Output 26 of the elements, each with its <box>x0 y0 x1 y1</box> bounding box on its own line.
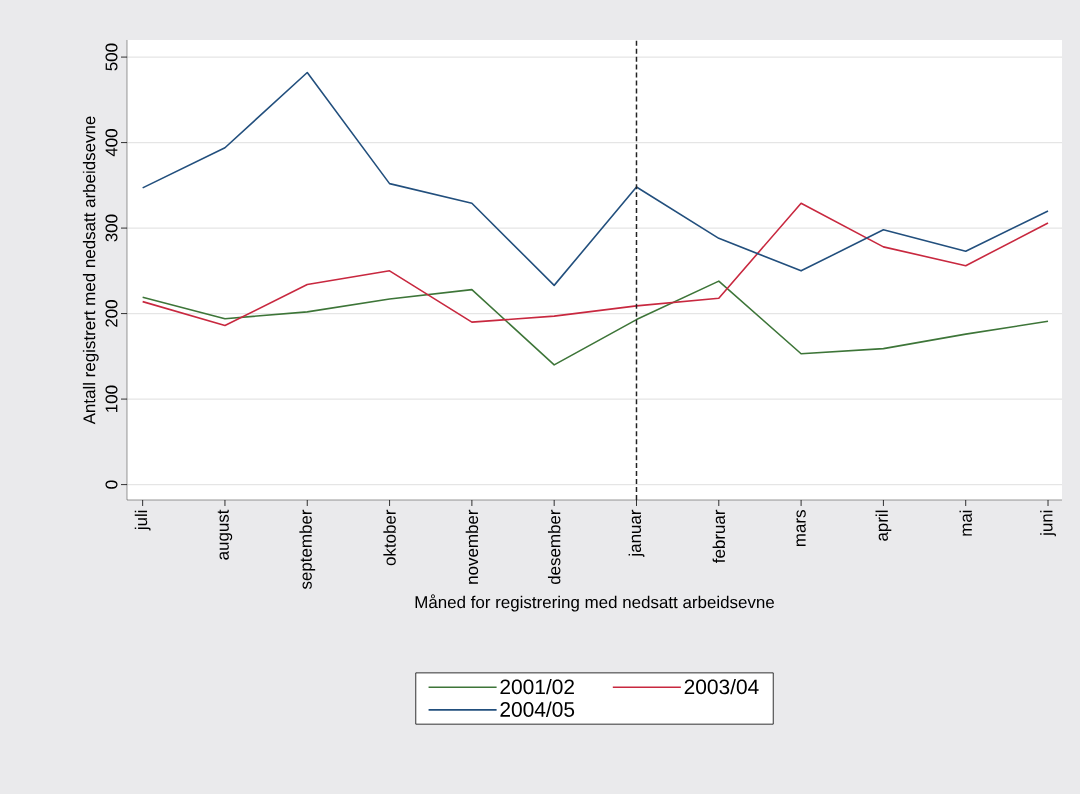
y-tick-label: 400 <box>105 129 118 157</box>
y-axis-title: Antall registrert med nedsatt arbeidsevne <box>82 116 99 425</box>
x-tick-label: oktober <box>383 509 396 566</box>
x-tick-label: august <box>217 509 233 560</box>
legend-label: 2004/05 <box>500 701 575 717</box>
y-tick-label: 200 <box>105 300 118 327</box>
legend-label: 2001/02 <box>500 678 574 695</box>
y-tick-label: 100 <box>105 385 118 412</box>
y-tick-label: 0 <box>105 480 118 489</box>
line-series <box>141 71 1049 287</box>
legend-label: 2003/04 <box>684 678 759 695</box>
y-tick-label: 500 <box>105 43 118 71</box>
x-tick-label: mai <box>959 510 972 536</box>
x-tick-label: januar <box>628 509 645 557</box>
y-tick-label: 300 <box>105 214 118 242</box>
x-tick-label: november <box>465 509 479 584</box>
line-series <box>141 280 1049 366</box>
line-series <box>141 202 1049 327</box>
x-tick-label: mars <box>796 510 806 547</box>
x-tick-label: februar <box>712 509 726 563</box>
x-tick-label: april <box>875 510 892 541</box>
x-tick-label: juli <box>134 510 151 531</box>
x-tick-label: september <box>299 509 316 590</box>
x-tick-label: juni <box>1040 510 1056 537</box>
x-tick-label: desember <box>547 509 561 585</box>
x-axis-title: Måned for registrering med nedsatt arbeidsevne <box>415 594 774 612</box>
